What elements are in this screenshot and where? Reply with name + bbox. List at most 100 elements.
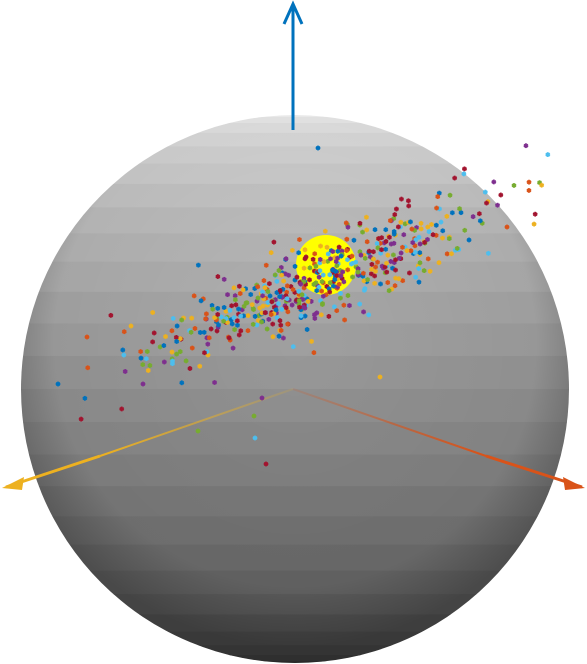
scatter-marker <box>418 220 424 226</box>
scatter-marker <box>236 306 242 312</box>
scatter-marker <box>338 273 344 279</box>
scatter-marker <box>320 293 326 299</box>
scatter-marker <box>298 313 304 319</box>
scatter-marker <box>279 272 285 278</box>
scatter-marker <box>462 227 468 233</box>
scatter-marker <box>313 263 319 269</box>
scatter-marker <box>369 266 375 272</box>
scatter-marker <box>252 313 258 319</box>
scatter-marker <box>405 198 411 204</box>
scatter-marker <box>364 227 370 233</box>
scatter-marker <box>398 196 404 202</box>
scatter-marker <box>216 322 222 328</box>
scatter-marker <box>281 278 287 284</box>
scatter-marker <box>245 313 251 319</box>
scatter-marker <box>311 350 317 356</box>
scatter-marker <box>413 237 419 243</box>
scatter-marker <box>192 326 198 331</box>
scatter-marker <box>391 231 397 237</box>
scatter-marker <box>268 250 274 256</box>
scatter-marker <box>449 210 455 216</box>
scatter-marker <box>292 263 298 269</box>
scatter-marker <box>215 305 221 311</box>
scatter-marker <box>223 316 229 322</box>
scatter-marker <box>251 413 257 419</box>
scatter-marker <box>201 329 207 335</box>
scatter-marker <box>426 229 432 235</box>
scatter-marker <box>151 330 157 336</box>
scatter-marker <box>344 236 350 242</box>
scatter-marker <box>332 277 338 282</box>
scatter-marker <box>334 308 340 314</box>
scatter-marker <box>336 244 342 250</box>
scatter-marker <box>278 265 284 270</box>
scatter-marker <box>296 237 303 242</box>
scatter-marker <box>301 265 307 271</box>
scatter-marker <box>314 288 320 294</box>
scatter-marker <box>477 218 483 224</box>
scatter-marker <box>482 189 488 195</box>
scatter-marker <box>351 237 357 243</box>
scatter-marker <box>278 322 284 328</box>
scatter-marker <box>174 323 180 329</box>
x-axis-inner <box>99 388 294 457</box>
scatter-marker <box>340 269 346 275</box>
scatter-marker <box>150 310 156 315</box>
scatter-marker <box>250 321 256 327</box>
scatter-marker <box>195 262 201 268</box>
scatter-markers <box>55 143 551 467</box>
scatter-marker <box>266 281 272 287</box>
scatter-marker <box>461 171 467 177</box>
scatter-marker <box>145 368 151 373</box>
scatter-marker <box>390 252 396 258</box>
scatter-marker <box>338 290 344 296</box>
scatter-marker <box>361 309 367 315</box>
scatter-marker <box>526 179 532 185</box>
scatter-marker <box>238 328 244 334</box>
scatter-marker <box>545 152 551 157</box>
scatter-marker <box>229 303 235 309</box>
scatter-marker <box>198 298 204 304</box>
scatter-marker <box>378 247 385 253</box>
scatter-marker <box>300 304 307 310</box>
scatter-marker <box>399 244 405 250</box>
scatter-marker <box>236 283 242 289</box>
scatter-marker <box>448 251 455 257</box>
scatter-marker <box>262 285 268 290</box>
scatter-marker <box>201 350 208 356</box>
scatter-marker <box>386 234 392 240</box>
scatter-marker <box>266 316 272 322</box>
scatter-marker <box>350 274 356 280</box>
scatter-marker <box>243 300 249 306</box>
scatter-marker <box>84 334 90 340</box>
scatter-marker <box>416 234 422 240</box>
scatter-marker <box>283 256 289 262</box>
scatter-marker <box>284 283 290 289</box>
scatter-marker <box>385 280 391 285</box>
scatter-marker <box>195 428 201 434</box>
scatter-marker <box>140 362 146 367</box>
scatter-marker <box>357 249 363 255</box>
scatter-marker <box>277 318 283 324</box>
scatter-marker <box>296 288 302 294</box>
scatter-marker <box>205 341 211 347</box>
scatter-marker <box>119 406 125 412</box>
scatter-marker <box>311 312 317 318</box>
scatter-marker <box>234 322 241 328</box>
scatter-marker <box>221 318 227 324</box>
scatter-marker <box>318 243 324 249</box>
scatter-marker <box>433 222 439 228</box>
scatter-marker <box>173 335 179 340</box>
scatter-marker <box>342 317 348 323</box>
scatter-marker <box>317 268 323 274</box>
scatter-marker <box>325 251 331 257</box>
scatter-marker <box>179 380 185 386</box>
scatter-marker <box>386 288 392 294</box>
scatter-marker <box>337 295 343 301</box>
scatter-marker <box>177 349 183 355</box>
scatter-marker <box>362 255 368 261</box>
scatter-marker <box>259 319 265 325</box>
scatter-marker <box>311 282 317 287</box>
scatter-marker <box>85 365 91 371</box>
shaded-sphere <box>21 115 569 663</box>
